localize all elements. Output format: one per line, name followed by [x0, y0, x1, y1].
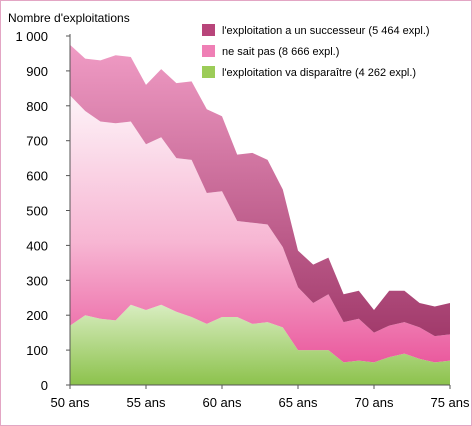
y-axis-label: Nombre d'exploitations — [8, 11, 130, 25]
y-tick-label: 200 — [26, 308, 48, 323]
y-tick-label: 500 — [26, 204, 48, 219]
y-tick-label: 900 — [26, 64, 48, 79]
x-tick-label: 75 ans — [430, 395, 470, 410]
y-tick-label: 800 — [26, 99, 48, 114]
legend-label-disparaitre: l'exploitation va disparaître (4 262 exp… — [222, 67, 416, 79]
area-disparaitre — [70, 304, 450, 385]
y-tick-label: 1 000 — [15, 29, 48, 44]
y-tick-label: 0 — [41, 378, 48, 393]
legend-swatch-disparaitre — [202, 66, 215, 78]
y-tick-label: 300 — [26, 273, 48, 288]
area-successeur — [70, 44, 450, 337]
y-tick-label: 600 — [26, 169, 48, 184]
areas-group — [70, 44, 450, 385]
legend-label-successeur: l'exploitation a un successeur (5 464 ex… — [222, 25, 430, 37]
area-ne-sait-pas — [70, 95, 450, 363]
x-tick-label: 65 ans — [278, 395, 318, 410]
y-tick-label: 100 — [26, 343, 48, 358]
axes-group: 0 100 200 300 400 500 600 700 800 900 1 000 50 ans 5… — [15, 29, 470, 410]
x-tick-label: 50 ans — [50, 395, 90, 410]
x-tick-label: 70 ans — [354, 395, 394, 410]
y-tick-label: 400 — [26, 238, 48, 253]
y-tick-label: 700 — [26, 134, 48, 149]
x-tick-label: 60 ans — [202, 395, 242, 410]
x-tick-label: 55 ans — [126, 395, 166, 410]
legend-label-ne-sait-pas: ne sait pas (8 666 expl.) — [222, 46, 339, 58]
legend-swatch-ne-sait-pas — [202, 45, 215, 57]
legend: l'exploitation a un successeur (5 464 ex… — [202, 24, 430, 79]
legend-swatch-successeur — [202, 24, 215, 36]
